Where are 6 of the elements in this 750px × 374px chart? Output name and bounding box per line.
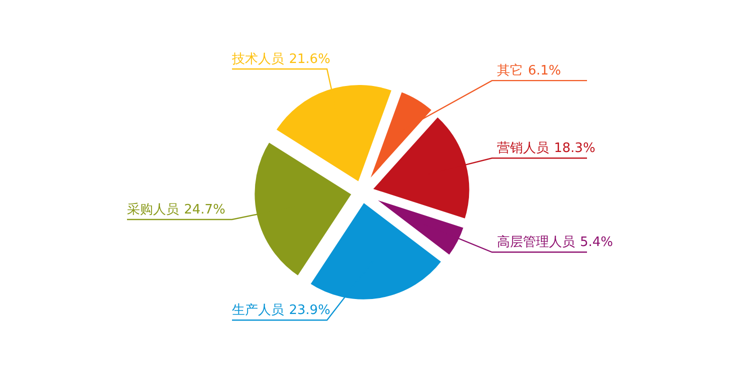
slice-label: 技术人员 xyxy=(231,52,284,67)
slice-label: 采购人员 xyxy=(127,202,179,218)
slice-label: 生产人员 xyxy=(232,303,284,318)
slice-label: 高层管理人员 xyxy=(497,234,575,250)
slice-label: 其它 xyxy=(497,62,523,79)
slice-label: 营销人员 xyxy=(497,141,549,156)
